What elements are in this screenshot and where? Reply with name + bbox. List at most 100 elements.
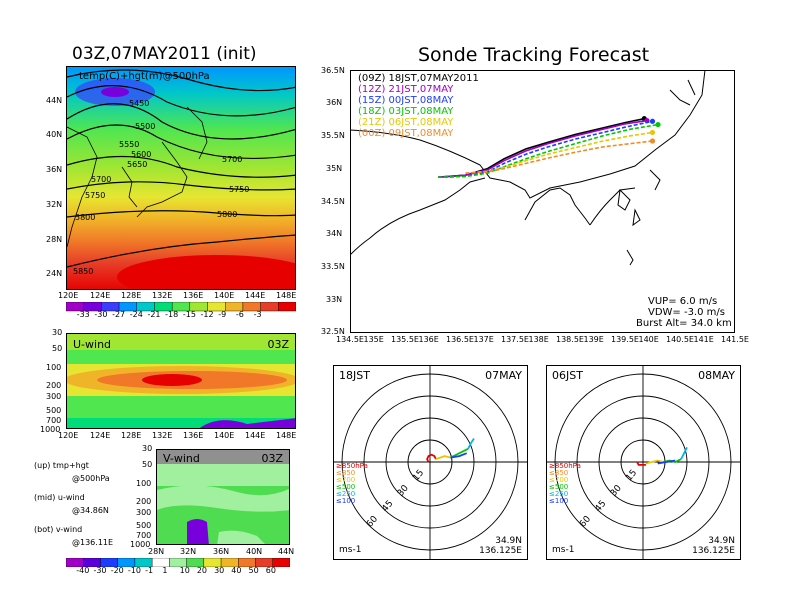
track-lat-tick: 36N	[326, 98, 343, 107]
hodograph-lat: 34.9N	[495, 536, 522, 546]
track-lat-tick: 32.5N	[321, 327, 345, 336]
legend-item: (00Z) 09JST,08MAY	[358, 128, 454, 139]
track-series-line	[465, 140, 653, 174]
temp-colorbar-labels: -33 -30 -27 -24 -21 -18 -15 -12 -9 -6 -3	[66, 310, 296, 322]
param-burst: Burst Alt= 34.0 km	[636, 318, 732, 329]
uwind-p-tick: 100	[46, 363, 62, 372]
map-inner-label: temp(C)+hgt(m)@500hPa	[79, 71, 210, 82]
track-title: Sonde Tracking Forecast	[418, 44, 650, 66]
track-series-line	[437, 123, 659, 178]
colorbar-label: 60	[265, 566, 276, 575]
track-lon-tick: 140E	[638, 335, 659, 344]
colorbar-label: -30	[93, 566, 107, 575]
contour-label: 5500	[135, 122, 156, 131]
contour-label: 5700	[222, 155, 243, 164]
legend-item: (18Z) 03JST,08MAY	[358, 106, 454, 117]
colorbar-label: 1	[162, 566, 168, 575]
pressure-legend-item: ≥850hPa	[336, 462, 368, 470]
colorbar-label: -24	[129, 310, 143, 319]
hodograph-date: 07MAY	[485, 369, 522, 382]
uwind-lon-tick: 148E	[276, 431, 297, 440]
hodograph-trace	[426, 453, 437, 463]
contour-label: 5650	[127, 160, 148, 169]
temp-colorbar	[66, 302, 296, 312]
track-lon-tick: 134.5E	[336, 335, 364, 344]
vwind-lat-tick: 28N	[148, 547, 165, 556]
hodograph-time: 06JST	[552, 369, 583, 382]
map-500hpa: temp(C)+hgt(m)@500hPa 5450 5500 5550 560…	[66, 66, 296, 290]
legend-item: (12Z) 21JST,07MAY	[358, 84, 454, 95]
pressure-legend-item: ≤850	[549, 469, 568, 477]
uwind-p-tick: 1000	[40, 425, 61, 434]
track-endpoint	[655, 121, 661, 128]
colorbar-label: 40	[231, 566, 242, 575]
hodograph-trace	[450, 447, 469, 459]
track-lon-tick: 141E	[693, 335, 714, 344]
track-lon-tick: 138.5E	[556, 335, 584, 344]
uwind-p-tick: 50	[52, 344, 63, 353]
track-endpoint	[649, 118, 656, 124]
track-lon-tick: 137E	[473, 335, 494, 344]
vwind-p-tick: 500	[136, 521, 152, 530]
track-legend: (09Z) 18JST,07MAY2011 (12Z) 21JST,07MAY …	[358, 73, 479, 139]
track-lon-tick: 139.5E	[611, 335, 639, 344]
pressure-legend-item: ≤250	[549, 490, 568, 498]
hodograph-trace	[450, 452, 468, 459]
track-lon-tick: 136E	[418, 335, 439, 344]
contour-label: 5700	[91, 175, 112, 184]
map-lon-tick: 132E	[152, 291, 173, 300]
colorbar-label: -6	[235, 310, 244, 319]
colorbar-label: -12	[200, 310, 214, 319]
pressure-legend-item: ≤700	[336, 476, 355, 484]
colorbar-label: -15	[182, 310, 196, 319]
track-lon-tick: 135E	[363, 335, 384, 344]
uwind-time: 03Z	[267, 338, 289, 351]
track-map	[350, 70, 735, 333]
hodograph-unit: ms-1	[552, 545, 574, 555]
track-lat-tick: 35N	[326, 164, 343, 173]
colorbar-label: 20	[196, 566, 208, 575]
pressure-legend-item: ≤100	[549, 497, 568, 505]
pressure-legend-item: ≥850hPa	[549, 462, 581, 470]
note-mid-2: @34.86N	[72, 506, 109, 515]
pressure-legend-item: ≤500	[549, 483, 568, 491]
map-title: 03Z,07MAY2011 (init)	[72, 44, 257, 64]
vwind-p-tick: 200	[136, 497, 152, 506]
map-lon-tick: 128E	[121, 291, 142, 300]
uwind-p-tick: 300	[46, 392, 62, 401]
uwind-panel: U-wind 03Z	[66, 333, 296, 429]
map-field	[67, 67, 295, 289]
uwind-lon-tick: 128E	[121, 431, 142, 440]
vwind-lat-tick: 40N	[246, 547, 263, 556]
vwind-p-tick: 100	[136, 479, 152, 488]
pressure-legend-item: ≤850	[336, 469, 355, 477]
vwind-label: V-wind	[163, 452, 200, 465]
colorbar-label: -9	[218, 310, 227, 319]
vwind-panel: V-wind 03Z	[156, 449, 290, 545]
uwind-p-tick: 700	[46, 416, 62, 425]
map-lon-tick: 148E	[276, 291, 297, 300]
legend-item: (21Z) 06JST,08MAY	[358, 117, 454, 128]
note-bot-1: (bot) v-wind	[34, 525, 83, 534]
uwind-lon-tick: 140E	[214, 431, 235, 440]
pressure-legend-item: ≤700	[549, 476, 568, 484]
legend-item: (09Z) 18JST,07MAY2011	[358, 73, 479, 84]
colorbar-label: 10	[179, 566, 190, 575]
wind-colorbar-labels: -40 -30 -20 -10 -1 1 10 20 30 40 50 60	[66, 566, 290, 578]
note-up-2: @500hPa	[72, 474, 110, 483]
vwind-p-tick: 1000	[130, 540, 151, 549]
colorbar-label: -3	[253, 310, 262, 319]
legend-item: (15Z) 00JST,08MAY	[358, 95, 454, 106]
colorbar-label: 50	[248, 566, 259, 575]
uwind-p-tick: 30	[52, 328, 63, 337]
track-series-line	[437, 119, 648, 178]
uwind-p-tick: 500	[46, 406, 62, 415]
uwind-field	[67, 334, 295, 428]
hodograph-lat: 34.9N	[708, 536, 735, 546]
colorbar-swatch	[278, 302, 296, 312]
map-lon-tick: 120E	[58, 291, 79, 300]
note-bot-2: @136.11E	[72, 538, 114, 547]
track-lon-tick: 135.5E	[391, 335, 419, 344]
